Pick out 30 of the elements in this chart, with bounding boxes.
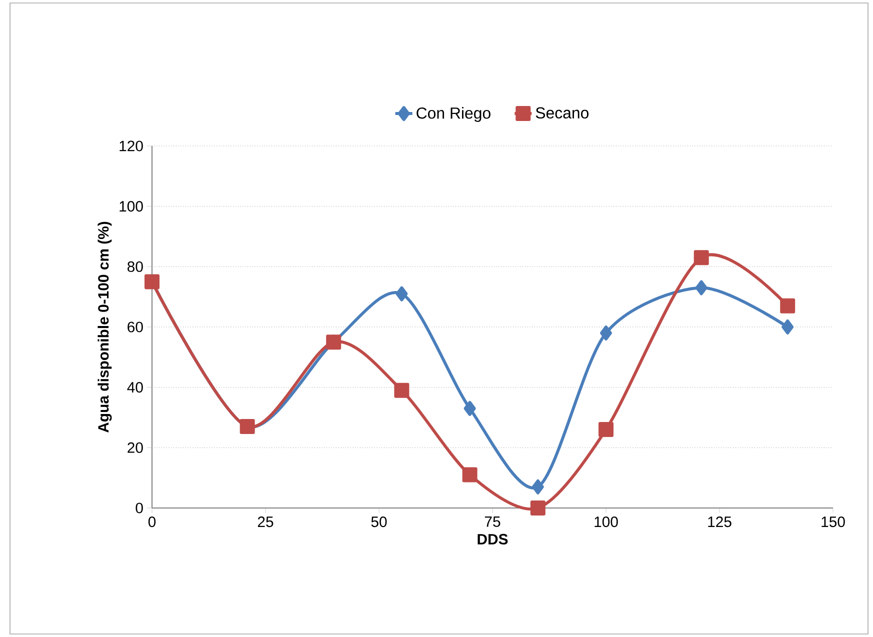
x-tick-label: 50 [371, 516, 387, 528]
y-tick-label: 60 [128, 322, 143, 332]
point [695, 280, 708, 296]
legend-label: Secano [536, 107, 589, 119]
x-axis-title: DDS [478, 534, 508, 544]
x-tick-label: 125 [708, 516, 732, 528]
point [782, 319, 794, 334]
y-tick-label: 80 [128, 261, 143, 272]
y-tick-label: 0 [136, 502, 143, 514]
y-tick-label: 20 [128, 442, 143, 453]
point [462, 467, 478, 482]
x-tick-label: 25 [258, 516, 274, 528]
point [394, 382, 410, 398]
point [598, 422, 614, 438]
y-axis-title: Agua disponible 0-100 cm (%) [98, 222, 112, 432]
legend-label: Con Riego [416, 107, 490, 122]
point [600, 326, 612, 341]
x-tick-label: 0 [148, 516, 156, 528]
point [464, 400, 476, 416]
point [530, 500, 546, 516]
x-tick-label: 75 [484, 516, 500, 527]
y-tick-label: 100 [120, 201, 143, 212]
y-tick-label: 40 [127, 382, 143, 393]
x-tick-label: 100 [594, 516, 618, 528]
point [532, 479, 544, 494]
point [694, 250, 709, 266]
x-tick-label: 150 [822, 516, 845, 528]
point [780, 298, 796, 314]
y-tick-label: 120 [120, 140, 143, 152]
point [396, 286, 408, 302]
